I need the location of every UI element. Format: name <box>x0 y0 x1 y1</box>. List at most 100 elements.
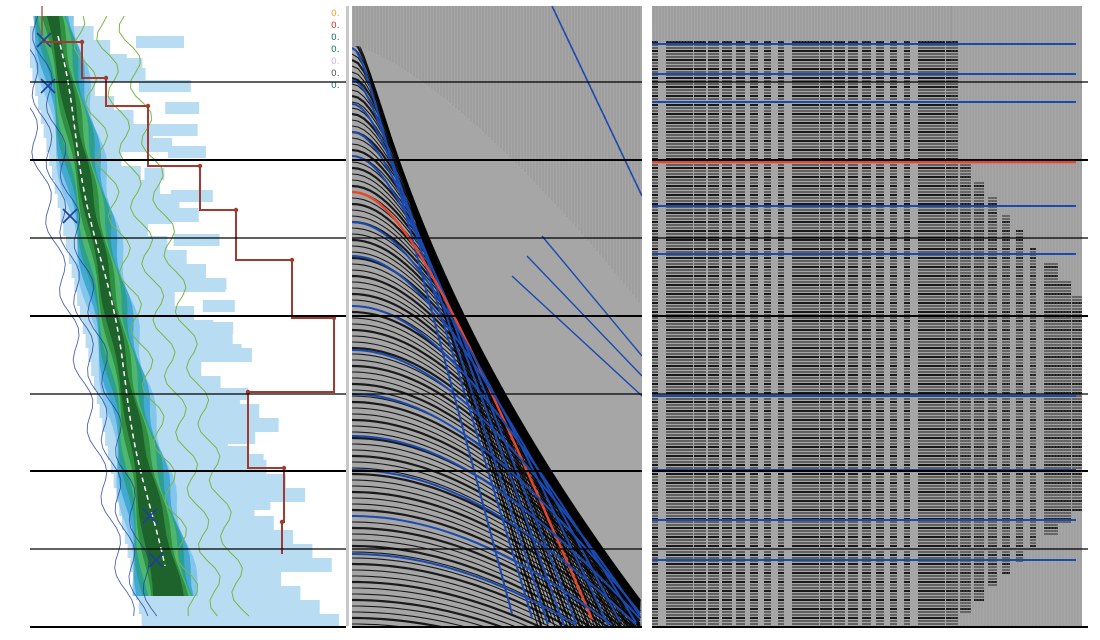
horizon-curve[interactable] <box>352 131 565 626</box>
interval-velocity-node[interactable] <box>289 257 295 263</box>
horizon-curve[interactable] <box>352 47 513 615</box>
interval-velocity-node[interactable] <box>331 315 337 321</box>
seismic-event <box>352 461 641 622</box>
semblance-blotch <box>179 322 234 334</box>
semblance-blotch <box>211 432 256 444</box>
horizon-curve[interactable] <box>352 393 641 614</box>
seismic-event <box>352 616 442 626</box>
seismic-event <box>352 569 560 626</box>
seismic-event <box>352 539 596 626</box>
legend-item: 0. <box>331 21 340 31</box>
seismic-event <box>352 418 641 609</box>
interval-velocity-node[interactable] <box>145 103 151 109</box>
seismic-event <box>352 490 634 626</box>
seismic-event <box>352 425 641 610</box>
legend-item: 0. <box>331 69 340 79</box>
semblance-blotch <box>141 124 198 136</box>
refraction-line[interactable] <box>541 235 642 357</box>
semblance-blotch <box>173 234 220 246</box>
legend-item: 0. <box>331 45 340 55</box>
interval-velocity-node[interactable] <box>197 163 203 169</box>
semblance-blotch <box>205 344 242 356</box>
seismic-event <box>352 371 641 602</box>
refraction-line[interactable] <box>526 255 642 377</box>
nmo-gather-plot[interactable] <box>652 6 1082 626</box>
semblance-blotch <box>208 388 249 400</box>
horizon-curve[interactable] <box>352 221 609 626</box>
pick-cross-icon[interactable] <box>148 552 164 568</box>
semblance-blotch <box>237 454 264 466</box>
interval-velocity-node[interactable] <box>103 75 109 81</box>
interval-velocity-node[interactable] <box>279 519 285 525</box>
rms-velocity-trend <box>57 35 166 567</box>
semblance-blotch <box>246 586 284 598</box>
seismic-event <box>352 389 641 603</box>
interval-velocity-node[interactable] <box>245 389 251 395</box>
seismic-event <box>352 623 400 626</box>
direct-arrival-line[interactable] <box>551 6 642 197</box>
panel-divider[interactable] <box>644 6 647 626</box>
pick-cross-icon[interactable] <box>36 32 52 48</box>
nmo-gather-panel[interactable] <box>652 6 1082 626</box>
interval-velocity-node[interactable] <box>79 39 85 45</box>
legend-item: 0. <box>331 9 340 19</box>
panel-divider[interactable] <box>346 6 349 626</box>
seismic-event <box>352 353 641 601</box>
mute-zone <box>352 6 642 296</box>
seismic-event <box>352 598 503 626</box>
semblance-blotch <box>240 498 271 510</box>
seismic-event <box>352 551 583 626</box>
interval-velocity-curve <box>42 41 335 554</box>
cmp-gather-plot[interactable] <box>352 6 642 626</box>
horizon-curve[interactable] <box>352 435 641 620</box>
interval-velocity-node[interactable] <box>281 465 287 471</box>
semblance-level-band <box>46 16 184 596</box>
semblance-blotch <box>150 256 178 268</box>
seismic-event <box>352 521 613 626</box>
semblance-blotch <box>138 600 320 614</box>
seismic-event <box>352 467 641 624</box>
legend-item: 0. <box>331 57 340 67</box>
semblance-blotch <box>170 190 213 202</box>
seismic-event <box>352 562 569 626</box>
refraction-line[interactable] <box>511 275 642 397</box>
horizon-curve[interactable] <box>352 103 549 625</box>
semblance-blotch <box>112 58 143 70</box>
semblance-blotch <box>243 542 278 554</box>
semblance-blotch <box>144 168 165 180</box>
seismic-event <box>352 557 576 626</box>
semblance-blotch <box>176 278 227 290</box>
semblance-panel[interactable] <box>30 6 346 626</box>
seismic-event <box>352 580 541 626</box>
semblance-blotch <box>182 366 200 378</box>
semblance-blotch <box>184 410 207 422</box>
semblance-blotch <box>216 520 269 532</box>
seismic-event <box>352 382 641 603</box>
horizon-curve[interactable] <box>352 553 577 626</box>
seismic-event <box>352 431 641 612</box>
horizon-curve[interactable] <box>352 305 637 624</box>
seismic-event <box>352 479 639 626</box>
seismic-event <box>352 497 630 626</box>
horizon-curve[interactable] <box>352 469 637 626</box>
seismic-event <box>352 593 516 626</box>
seismic-event <box>352 377 641 602</box>
semblance-blotch <box>138 80 191 92</box>
seismic-event <box>352 575 550 626</box>
seismic-event <box>352 587 528 626</box>
semblance-blotch <box>214 476 262 488</box>
semblance-plot[interactable] <box>30 6 346 626</box>
pick-cross-icon[interactable] <box>62 208 78 224</box>
seismic-event <box>352 454 641 620</box>
semblance-blotch <box>219 564 276 576</box>
horizon-curve[interactable] <box>352 515 613 626</box>
interval-velocity-node[interactable] <box>233 207 239 213</box>
semblance-blotch <box>136 36 184 48</box>
pick-cross-icon[interactable] <box>40 78 56 94</box>
cmp-gather-panel[interactable] <box>352 6 642 626</box>
seismic-event <box>352 611 465 626</box>
semblance-blotch <box>202 300 235 312</box>
seismic-event <box>352 533 602 626</box>
legend-item: 0. <box>331 81 340 91</box>
pick-cross-icon[interactable] <box>142 508 158 524</box>
